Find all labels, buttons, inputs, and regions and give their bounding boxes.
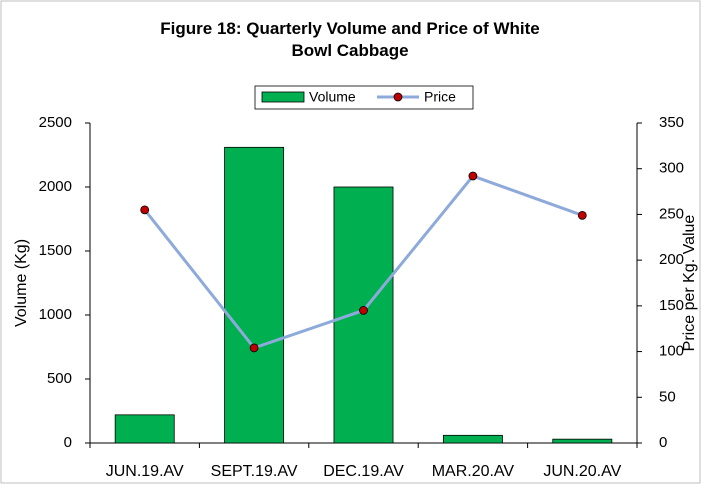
y-tick-label: 2500 (39, 114, 72, 131)
bar (333, 186, 394, 444)
legend-label: Price (424, 89, 456, 105)
x-tick-label: MAR.20.AV (432, 463, 515, 480)
y2-tick-label: 100 (659, 343, 684, 360)
chart-title: Figure 18: Quarterly Volume and Price of… (160, 19, 540, 60)
x-tick-label: JUN.19.AV (106, 463, 184, 480)
y2-tick-label: 350 (659, 114, 684, 131)
y-tick-label: 1500 (39, 242, 72, 259)
legend-swatch (261, 91, 305, 103)
y2-tick-label: 300 (659, 160, 684, 177)
y-axis-label: Volume (Kg) (13, 239, 30, 327)
bar (224, 146, 285, 444)
x-tick-label: JUN.20.AV (543, 463, 621, 480)
bar (114, 414, 175, 444)
y-tick-label: 2000 (39, 178, 72, 195)
x-tick-label: SEPT.19.AV (211, 463, 298, 480)
price-marker (359, 306, 368, 315)
y2-axis-label: Price per Kg. Value (681, 215, 698, 352)
y-tick-label: 1000 (39, 306, 72, 323)
price-marker (140, 205, 150, 215)
x-tick-label: DEC.19.AV (323, 463, 404, 480)
bar (442, 434, 503, 444)
y-tick-label: 0 (64, 434, 72, 451)
y2-tick-label: 50 (659, 388, 676, 405)
price-marker (249, 343, 259, 353)
y2-tick-label: 200 (659, 251, 684, 268)
legend-label: Volume (309, 89, 356, 105)
legend-box (254, 85, 474, 110)
y-tick-label: 500 (47, 370, 72, 387)
y2-tick-label: 150 (659, 297, 684, 314)
legend-marker (393, 92, 403, 102)
y2-tick-label: 250 (659, 205, 684, 222)
price-marker (577, 210, 587, 220)
price-marker (468, 171, 478, 181)
y2-tick-label: 0 (659, 434, 667, 451)
bar (552, 438, 613, 444)
